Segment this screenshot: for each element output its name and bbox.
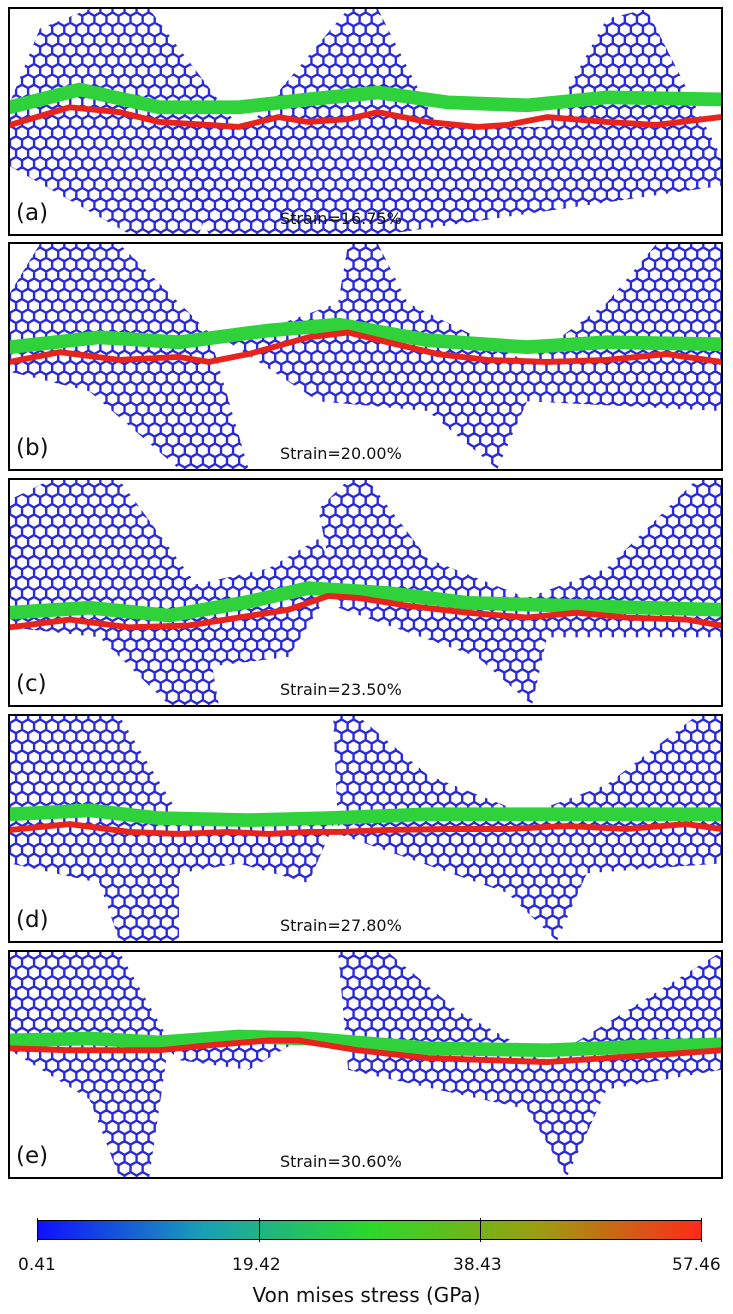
colorbar-tick-label: 19.42 (232, 1255, 281, 1275)
panel-label: (c) (16, 671, 47, 697)
graphene-sheet-b (10, 244, 721, 469)
colorbar-tick (701, 1218, 702, 1242)
colorbar-tick (259, 1218, 260, 1242)
panel-e: (e) Strain=30.60% (8, 950, 723, 1179)
panel-a: (a) Strain=16.75% (8, 7, 723, 236)
colorbar (37, 1220, 702, 1240)
strain-label: Strain=30.60% (280, 1152, 402, 1171)
panel-label: (a) (16, 200, 49, 226)
strain-label: Strain=23.50% (280, 680, 402, 699)
panel-label: (b) (16, 435, 49, 461)
panel-label: (d) (16, 907, 49, 933)
panel-label: (e) (16, 1143, 49, 1169)
panel-d: (d) Strain=27.80% (8, 714, 723, 943)
colorbar-tick-label: 0.41 (18, 1255, 56, 1275)
colorbar-tick-label: 38.43 (453, 1255, 502, 1275)
graphene-sheet-c (10, 480, 721, 705)
strain-label: Strain=16.75% (280, 209, 402, 228)
graphene-sheet-e (10, 952, 721, 1177)
panel-b: (b) Strain=20.00% (8, 242, 723, 471)
colorbar-tick (480, 1218, 481, 1242)
strain-label: Strain=20.00% (280, 444, 402, 463)
colorbar-title: Von mises stress (GPa) (252, 1283, 481, 1307)
graphene-sheet-d (10, 716, 721, 941)
panel-c: (c) Strain=23.50% (8, 478, 723, 707)
strain-label: Strain=27.80% (280, 916, 402, 935)
colorbar-tick (37, 1218, 38, 1242)
colorbar-tick-label: 57.46 (672, 1255, 721, 1275)
graphene-sheet-a (10, 9, 721, 234)
